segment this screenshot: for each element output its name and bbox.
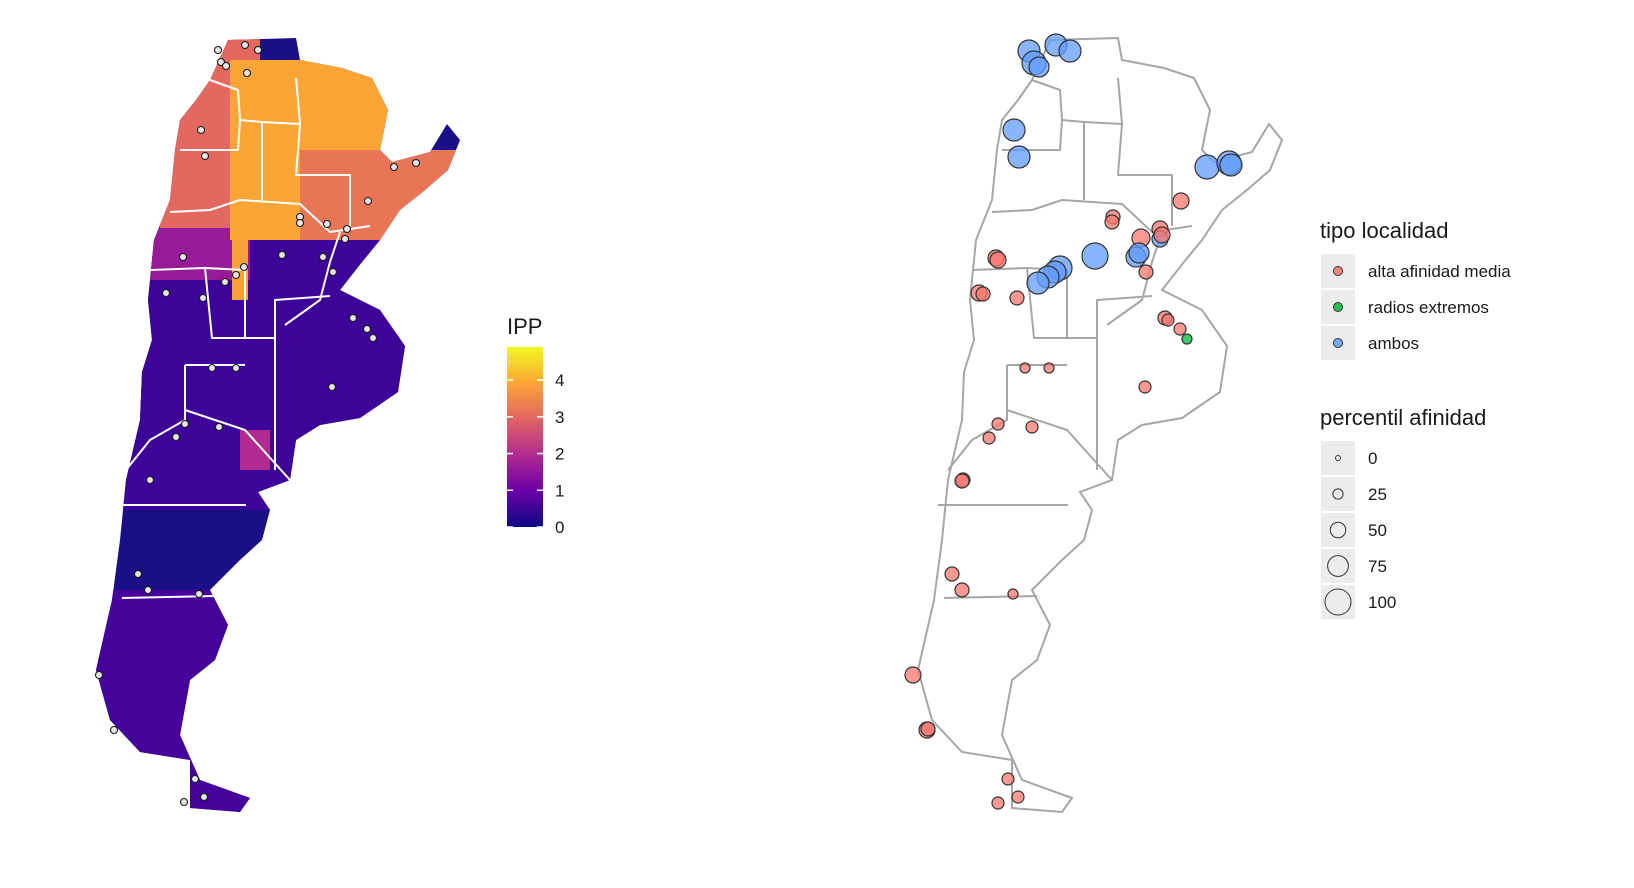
tipo-legend-swatch	[1333, 302, 1343, 312]
size-legend-swatch	[1332, 488, 1344, 500]
size-legend-title: percentil afinidad	[1320, 405, 1486, 430]
ipp-legend: IPP 0 1 2 3 4	[507, 314, 564, 537]
locality-type-point	[944, 566, 960, 582]
ipp-tick-label: 0	[555, 518, 564, 537]
size-legend-swatch	[1329, 521, 1347, 539]
locality-type-point	[1104, 214, 1120, 230]
locality-type-point	[1011, 790, 1025, 804]
percentil-afinidad-legend: percentil afinidad 0 25 50 75 100	[1320, 405, 1486, 619]
tipo-localidad-legend: tipo localidad alta afinidad media radios…	[1320, 218, 1511, 360]
locality-type-point	[1138, 264, 1154, 280]
locality-type-point	[991, 796, 1005, 810]
locality-type-point	[1007, 588, 1019, 600]
size-legend-swatch	[1335, 455, 1341, 461]
size-legend-label: 0	[1368, 449, 1377, 468]
locality-type-point	[954, 582, 970, 598]
locality-type-point	[1128, 242, 1150, 264]
locality-type-point	[1009, 290, 1025, 306]
tipo-legend-swatch	[1333, 266, 1343, 276]
size-legend-label: 25	[1368, 485, 1387, 504]
ipp-fill-bands	[96, 38, 460, 812]
ipp-tick-label: 1	[555, 481, 564, 500]
band-chubut-patch	[240, 430, 270, 470]
province-borders	[116, 77, 371, 599]
locality-type-point	[904, 666, 922, 684]
size-legend-key	[1321, 441, 1355, 475]
size-legend-key	[1321, 513, 1355, 547]
locality-type-point	[954, 473, 970, 489]
locality-type-point	[975, 286, 991, 302]
locality-type-point	[1058, 39, 1082, 63]
band-south	[96, 590, 460, 812]
size-legend-key	[1321, 477, 1355, 511]
ipp-tick-label: 2	[555, 445, 564, 464]
size-legend-label: 50	[1368, 521, 1387, 540]
size-legend-key	[1321, 549, 1355, 583]
tipo-legend-label: alta afinidad media	[1368, 262, 1511, 281]
locality-type-point	[1019, 362, 1031, 374]
ipp-legend-ticks: 0 1 2 3 4	[507, 371, 564, 537]
locality-type-point	[1194, 154, 1220, 180]
locality-type-point	[1002, 118, 1026, 142]
locality-type-point	[920, 721, 936, 737]
locality-type-point	[1181, 333, 1193, 345]
locality-type-point	[1081, 242, 1109, 270]
ipp-choropleth-map	[94, 38, 460, 812]
tipo-legend-items: alta afinidad media radios extremos ambos	[1321, 254, 1511, 360]
ipp-legend-title: IPP	[507, 314, 542, 339]
locality-type-point	[1001, 772, 1015, 786]
size-legend-swatch	[1327, 555, 1349, 577]
locality-type-point	[989, 251, 1007, 269]
locality-type-point	[1172, 192, 1190, 210]
size-legend-label: 100	[1368, 593, 1396, 612]
locality-type-point	[1153, 226, 1171, 244]
locality-type-point	[1138, 380, 1152, 394]
tipo-legend-swatch	[1333, 338, 1343, 348]
size-legend-key	[1321, 585, 1355, 619]
locality-type-point	[1028, 56, 1050, 78]
size-legend-items: 0 25 50 75 100	[1321, 441, 1396, 619]
ipp-tick-label: 4	[555, 371, 564, 390]
locality-type-point	[982, 431, 996, 445]
size-legend-label: 75	[1368, 557, 1387, 576]
locality-type-point	[1026, 271, 1050, 295]
ipp-tick-label: 3	[555, 408, 564, 427]
locality-markers	[94, 40, 421, 807]
locality-type-point	[1025, 420, 1039, 434]
locality-type-point	[1007, 145, 1031, 169]
tipo-legend-label: ambos	[1368, 334, 1419, 353]
size-legend-swatch	[1324, 588, 1352, 616]
locality-type-point	[1173, 322, 1187, 336]
locality-type-point	[1043, 362, 1055, 374]
locality-type-point	[991, 417, 1005, 431]
tipo-legend-title: tipo localidad	[1320, 218, 1448, 243]
locality-type-point	[1219, 153, 1243, 177]
locality-type-map	[904, 33, 1283, 813]
tipo-legend-label: radios extremos	[1368, 298, 1489, 317]
locality-type-markers	[904, 33, 1243, 810]
ipp-colorbar	[507, 347, 543, 527]
locality-type-point	[1161, 313, 1175, 327]
